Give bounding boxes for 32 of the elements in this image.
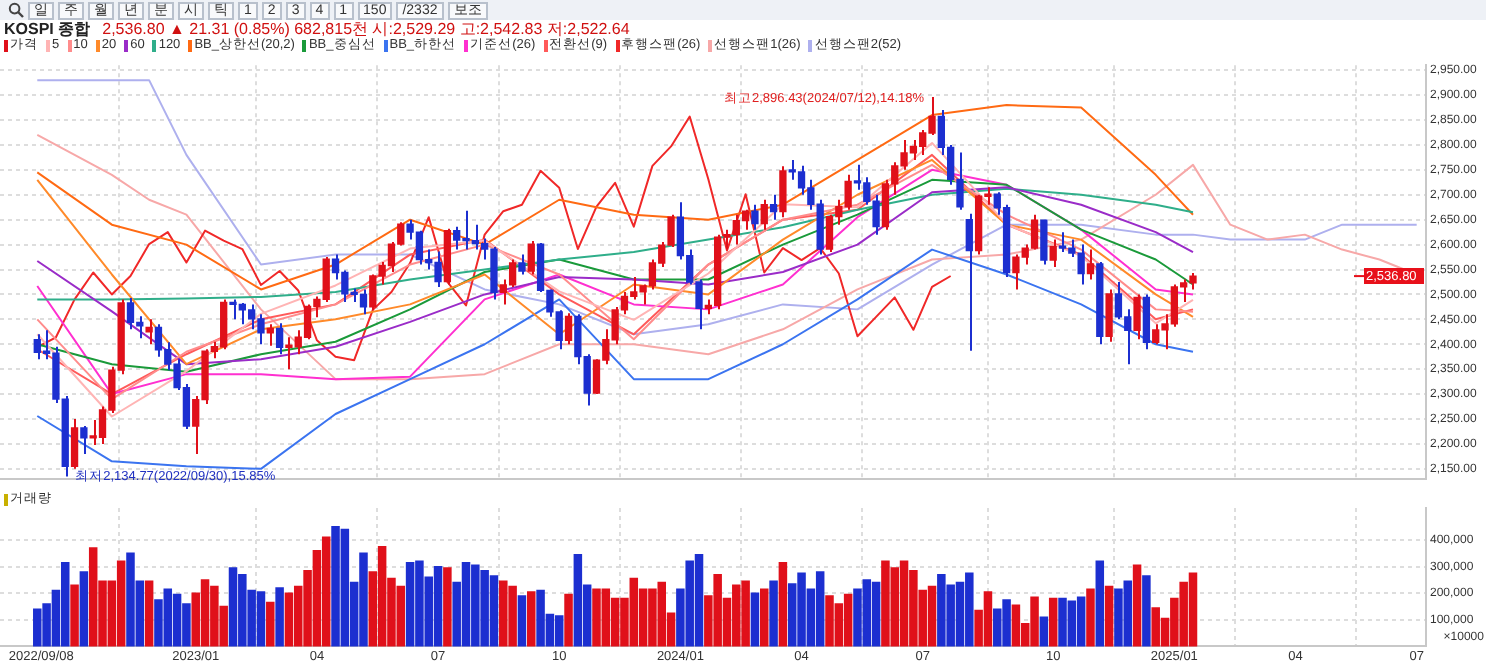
bar xyxy=(517,595,527,647)
bar xyxy=(275,587,284,647)
bar xyxy=(116,560,126,647)
bar xyxy=(1132,564,1142,647)
bar xyxy=(1095,560,1105,647)
bar xyxy=(778,561,788,647)
bar xyxy=(1142,575,1151,647)
bar xyxy=(60,561,70,647)
bar xyxy=(769,580,778,647)
bar xyxy=(70,584,79,647)
bar xyxy=(1086,588,1095,647)
bar xyxy=(573,553,583,647)
bar xyxy=(1011,604,1021,647)
bar xyxy=(750,592,760,647)
bar xyxy=(443,567,452,647)
bar xyxy=(1039,616,1049,647)
bar xyxy=(815,571,825,647)
chart-subtitle: 2,536.80 ▲ 21.31 (0.85%) 682,815천 시:2,529.29 고:2,542.83 저:2,522.64 xyxy=(102,20,630,38)
chart-title: KOSPI 종합 xyxy=(4,20,91,38)
bar xyxy=(1076,596,1086,647)
bar xyxy=(527,591,536,647)
bar xyxy=(79,571,89,647)
bar xyxy=(1048,597,1058,647)
bar xyxy=(564,593,573,647)
bar xyxy=(321,536,331,647)
bar xyxy=(871,581,881,647)
bar xyxy=(1104,585,1114,647)
bar xyxy=(843,593,853,647)
bar xyxy=(144,580,154,647)
bar xyxy=(554,615,564,647)
bar xyxy=(760,588,769,647)
bar xyxy=(266,601,275,647)
